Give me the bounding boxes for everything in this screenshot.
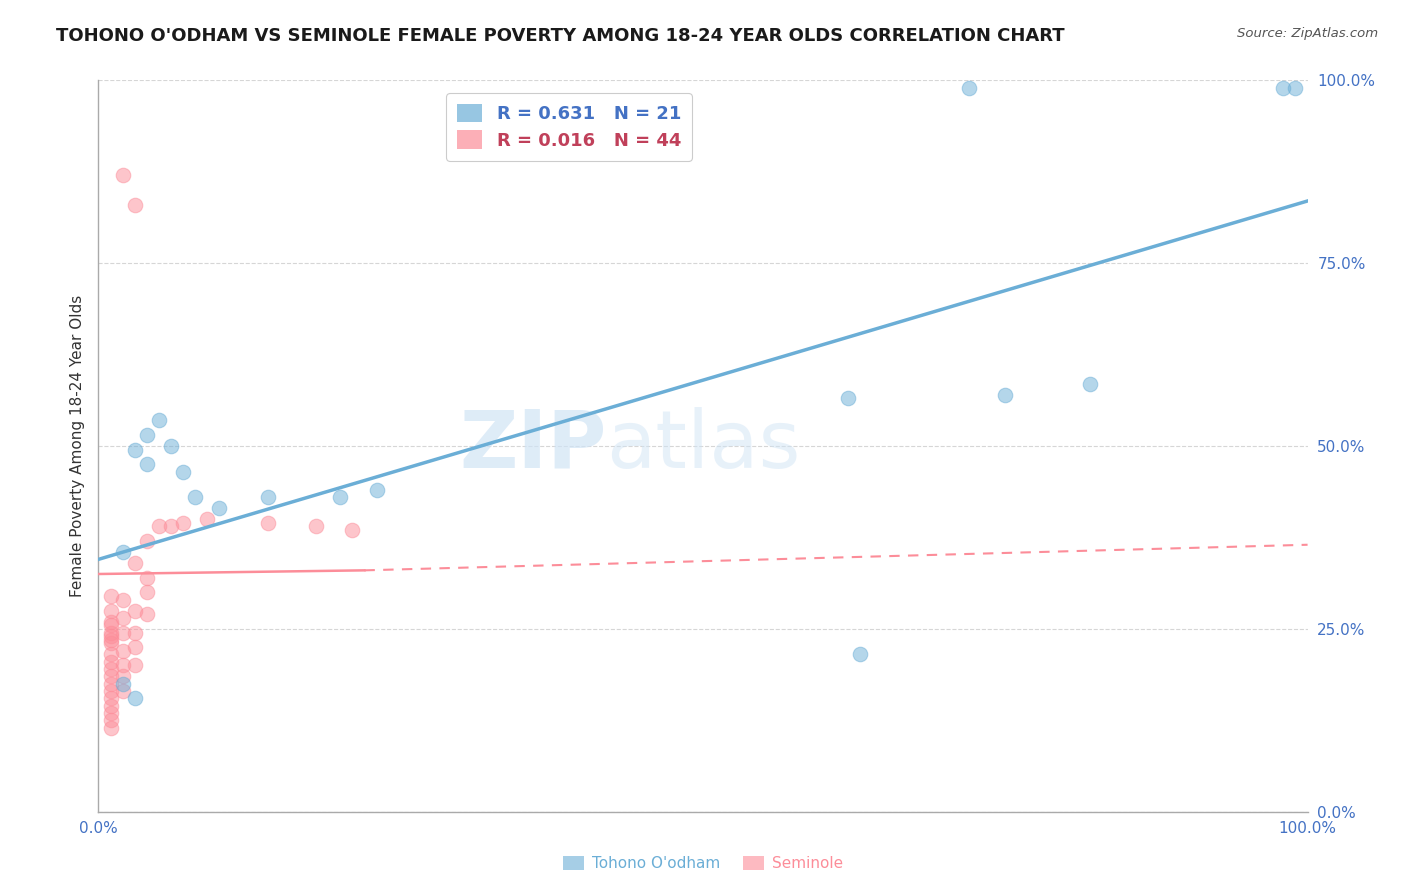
Point bbox=[148, 519, 170, 533]
Point bbox=[1284, 80, 1306, 95]
Point bbox=[172, 516, 194, 530]
Text: ZIP: ZIP bbox=[458, 407, 606, 485]
Point bbox=[160, 519, 183, 533]
Point bbox=[100, 603, 122, 617]
Point bbox=[256, 516, 278, 530]
Point bbox=[124, 625, 146, 640]
Point bbox=[195, 512, 218, 526]
Point bbox=[172, 465, 194, 479]
Point bbox=[124, 658, 146, 673]
Point bbox=[100, 615, 122, 629]
Point bbox=[100, 676, 122, 690]
Point bbox=[135, 534, 157, 549]
Point bbox=[100, 629, 122, 643]
Point bbox=[124, 691, 146, 706]
Point bbox=[100, 589, 122, 603]
Point bbox=[100, 655, 122, 669]
Point bbox=[124, 603, 146, 617]
Point bbox=[100, 706, 122, 720]
Point bbox=[135, 585, 157, 599]
Point bbox=[111, 676, 134, 690]
Point bbox=[100, 714, 122, 728]
Point bbox=[1272, 80, 1295, 95]
Point bbox=[100, 636, 122, 650]
Point bbox=[111, 169, 134, 183]
Text: TOHONO O'ODHAM VS SEMINOLE FEMALE POVERTY AMONG 18-24 YEAR OLDS CORRELATION CHAR: TOHONO O'ODHAM VS SEMINOLE FEMALE POVERT… bbox=[56, 27, 1064, 45]
Point bbox=[100, 662, 122, 676]
Point bbox=[329, 490, 352, 504]
Point bbox=[135, 457, 157, 471]
Point bbox=[135, 428, 157, 442]
Point bbox=[124, 556, 146, 570]
Point bbox=[184, 490, 207, 504]
Point bbox=[849, 648, 872, 662]
Point bbox=[148, 413, 170, 427]
Point bbox=[100, 698, 122, 713]
Point bbox=[366, 483, 388, 497]
Point bbox=[111, 611, 134, 625]
Y-axis label: Female Poverty Among 18-24 Year Olds: Female Poverty Among 18-24 Year Olds bbox=[69, 295, 84, 597]
Point bbox=[256, 490, 278, 504]
Point bbox=[100, 691, 122, 706]
Point bbox=[100, 625, 122, 640]
Point bbox=[100, 684, 122, 698]
Text: atlas: atlas bbox=[606, 407, 800, 485]
Legend: Tohono O'odham, Seminole: Tohono O'odham, Seminole bbox=[557, 850, 849, 877]
Point bbox=[837, 392, 859, 406]
Point bbox=[124, 640, 146, 655]
Point bbox=[100, 669, 122, 683]
Text: Source: ZipAtlas.com: Source: ZipAtlas.com bbox=[1237, 27, 1378, 40]
Point bbox=[994, 388, 1017, 402]
Point bbox=[111, 644, 134, 658]
Point bbox=[160, 439, 183, 453]
Point bbox=[124, 442, 146, 457]
Point bbox=[342, 523, 364, 537]
Point bbox=[135, 607, 157, 622]
Point bbox=[100, 648, 122, 662]
Point bbox=[111, 669, 134, 683]
Point bbox=[135, 571, 157, 585]
Point bbox=[111, 592, 134, 607]
Point bbox=[111, 684, 134, 698]
Point bbox=[111, 545, 134, 559]
Point bbox=[100, 721, 122, 735]
Point bbox=[100, 618, 122, 632]
Point bbox=[1078, 376, 1101, 391]
Point bbox=[111, 658, 134, 673]
Point bbox=[124, 197, 146, 211]
Point bbox=[208, 501, 231, 516]
Point bbox=[305, 519, 328, 533]
Point bbox=[100, 632, 122, 647]
Point bbox=[957, 80, 980, 95]
Point bbox=[111, 625, 134, 640]
